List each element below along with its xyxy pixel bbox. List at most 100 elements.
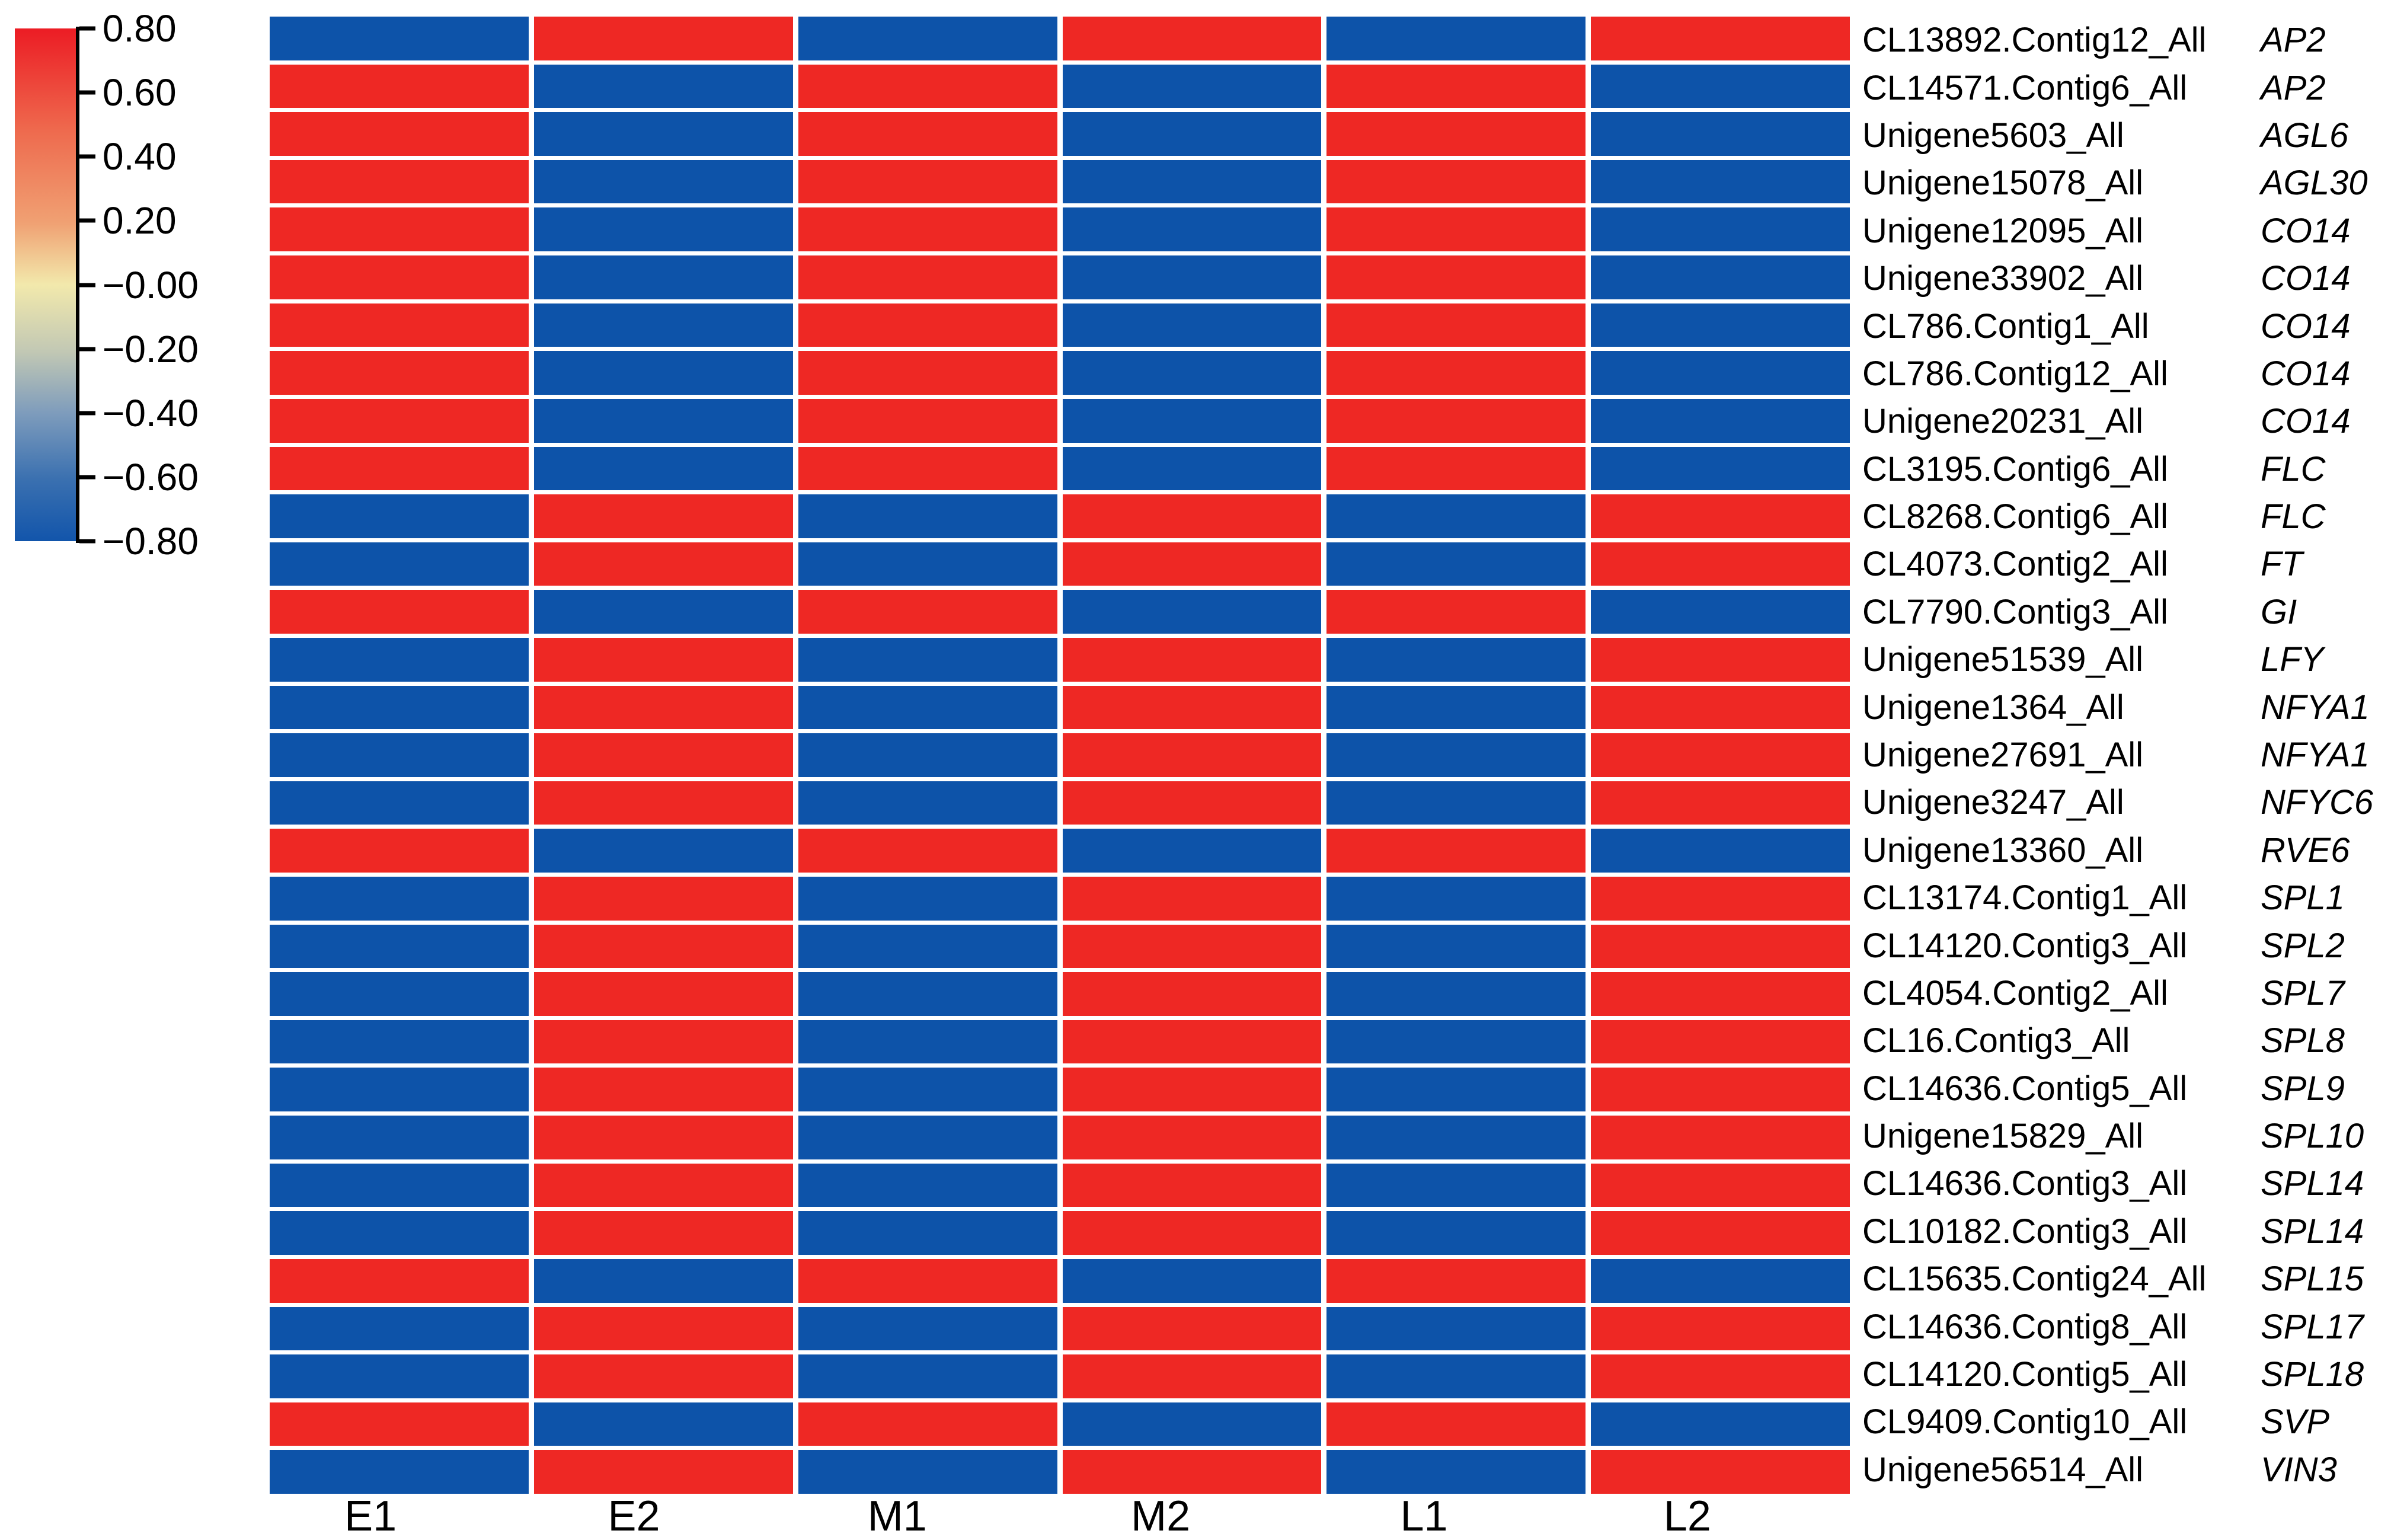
- transcript-id: Unigene20231_All: [1862, 402, 2144, 441]
- heatmap-cell: [798, 877, 1057, 921]
- heatmap-cell: [1591, 1258, 1850, 1303]
- gene-name: NFYC6: [2261, 783, 2374, 822]
- heatmap-cell: [1591, 1068, 1850, 1112]
- heatmap-cell: [1591, 17, 1850, 60]
- heatmap-cell: [533, 1068, 793, 1112]
- transcript-id: CL14571.Contig6_All: [1862, 68, 2188, 107]
- column-label-L2: L2: [1663, 1493, 1711, 1540]
- gene-name: FLC: [2261, 449, 2326, 488]
- row-label: Unigene27691_All NFYA1: [1862, 731, 2391, 779]
- heatmap-cell: [1062, 877, 1322, 921]
- heatmap-cell: [798, 17, 1057, 60]
- gene-name: SPL9: [2261, 1069, 2345, 1108]
- heatmap-cell: [1326, 494, 1586, 538]
- transcript-id: CL7790.Contig3_All: [1862, 592, 2168, 631]
- gene-name: CO14: [2261, 402, 2351, 441]
- heatmap-cell: [1062, 542, 1322, 586]
- heatmap-cell: [533, 1402, 793, 1446]
- row-label: Unigene13360_All RVE6: [1862, 827, 2391, 874]
- heatmap-cell: [270, 351, 529, 395]
- heatmap-cell: [270, 159, 529, 204]
- transcript-id: Unigene15829_All: [1862, 1117, 2144, 1156]
- gene-name: AGL30: [2261, 164, 2368, 203]
- colorbar-tick-mark: [79, 347, 95, 352]
- transcript-id: Unigene27691_All: [1862, 735, 2144, 774]
- heatmap-cell: [1062, 17, 1322, 60]
- heatmap-cell: [1062, 1020, 1322, 1064]
- heatmap-cell: [1591, 255, 1850, 299]
- heatmap-cell: [1591, 972, 1850, 1016]
- heatmap-cell: [1062, 1068, 1322, 1112]
- heatmap-cell: [1591, 159, 1850, 204]
- heatmap-cell: [270, 303, 529, 347]
- heatmap-cell: [1591, 1020, 1850, 1064]
- transcript-id: CL14120.Contig5_All: [1862, 1355, 2188, 1394]
- row-label: CL14636.Contig3_All SPL14: [1862, 1160, 2391, 1207]
- heatmap-cell: [1062, 207, 1322, 252]
- transcript-id: Unigene3247_All: [1862, 783, 2124, 822]
- colorbar-tick-label: 0.40: [103, 135, 177, 178]
- heatmap-cell: [533, 398, 793, 443]
- heatmap-cell: [1326, 1116, 1586, 1159]
- gene-name: SPL14: [2261, 1212, 2364, 1251]
- gene-name: AGL6: [2261, 116, 2349, 155]
- transcript-id: CL8268.Contig6_All: [1862, 497, 2168, 536]
- heatmap-cell: [1062, 590, 1322, 634]
- heatmap-cell: [1062, 398, 1322, 443]
- colorbar-gradient: [15, 28, 78, 541]
- row-label: Unigene12095_All CO14: [1862, 207, 2391, 255]
- gene-name: CO14: [2261, 211, 2351, 250]
- heatmap-cell: [1591, 685, 1850, 730]
- heatmap-cell: [270, 1402, 529, 1446]
- heatmap-cell: [1591, 637, 1850, 682]
- row-label: Unigene15078_All AGL30: [1862, 159, 2391, 207]
- heatmap-cell: [1326, 351, 1586, 395]
- row-label: CL10182.Contig3_All SPL14: [1862, 1208, 2391, 1255]
- gene-name: AP2: [2261, 68, 2326, 107]
- row-label: CL3195.Contig6_All FLC: [1862, 445, 2391, 493]
- transcript-id: CL786.Contig1_All: [1862, 306, 2149, 346]
- gene-name: SPL7: [2261, 973, 2345, 1012]
- gene-name: SPL1: [2261, 878, 2345, 918]
- heatmap-cell: [1591, 542, 1850, 586]
- heatmap-cell: [270, 1068, 529, 1112]
- heatmap-cell: [1591, 829, 1850, 873]
- heatmap-cell: [1326, 1306, 1586, 1351]
- column-label-E2: E2: [608, 1493, 660, 1540]
- heatmap-cell: [1062, 303, 1322, 347]
- heatmap-cell: [1326, 1068, 1586, 1112]
- colorbar-tick-mark: [79, 26, 95, 31]
- heatmap-cell: [1591, 1450, 1850, 1494]
- colorbar-tick-mark: [79, 539, 95, 544]
- transcript-id: CL786.Contig12_All: [1862, 354, 2168, 393]
- heatmap-cell: [1591, 303, 1850, 347]
- heatmap-cell: [1326, 1450, 1586, 1494]
- row-label: CL8268.Contig6_All FLC: [1862, 493, 2391, 541]
- gene-name: CO14: [2261, 354, 2351, 393]
- heatmap-cell: [1591, 924, 1850, 969]
- heatmap-cell: [1591, 1306, 1850, 1351]
- heatmap-cell: [1591, 351, 1850, 395]
- transcript-id: CL14636.Contig5_All: [1862, 1069, 2188, 1108]
- heatmap-cell: [1591, 398, 1850, 443]
- row-label: CL14636.Contig8_All SPL17: [1862, 1303, 2391, 1350]
- heatmap-cell: [1326, 446, 1586, 491]
- transcript-id: CL13892.Contig12_All: [1862, 21, 2207, 60]
- heatmap-cell: [1591, 877, 1850, 921]
- heatmap-cell: [1062, 1354, 1322, 1398]
- heatmap-cell: [1326, 1354, 1586, 1398]
- heatmap-cell: [533, 733, 793, 777]
- heatmap-cell: [1326, 590, 1586, 634]
- colorbar-tick-label: −0.20: [103, 327, 199, 370]
- heatmap-cell: [270, 781, 529, 825]
- gene-name: VIN3: [2261, 1450, 2337, 1489]
- heatmap-cell: [798, 542, 1057, 586]
- gene-name: FLC: [2261, 497, 2326, 536]
- heatmap-cell: [798, 255, 1057, 299]
- heatmap-cell: [1591, 590, 1850, 634]
- row-label: CL4054.Contig2_All SPL7: [1862, 970, 2391, 1017]
- row-label: Unigene56514_All VIN3: [1862, 1446, 2391, 1494]
- heatmap-cell: [533, 924, 793, 969]
- heatmap-cell: [1326, 781, 1586, 825]
